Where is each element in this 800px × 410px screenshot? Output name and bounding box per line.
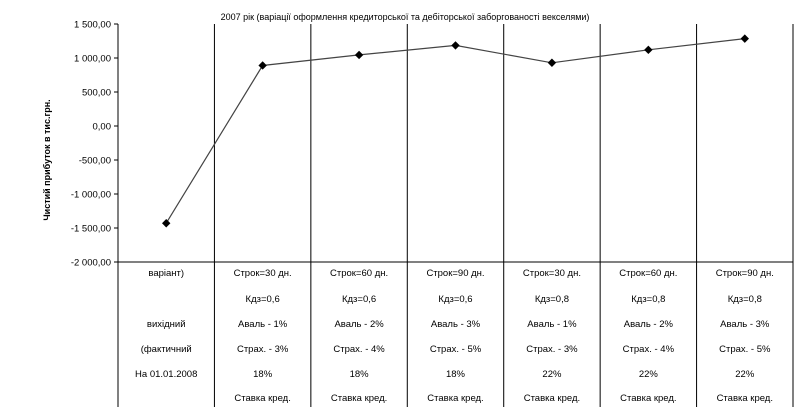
category-label: Строк=60 дн. — [619, 268, 677, 279]
category-label: Ставка кред. — [620, 393, 676, 404]
category-label: 18% — [446, 369, 466, 380]
category-label: Строк=60 дн. — [330, 268, 388, 279]
category-label: Ставка кред. — [234, 393, 290, 404]
data-point-marker — [354, 50, 364, 60]
category-label: Кдз=0,8 — [728, 294, 762, 305]
data-point-marker — [644, 45, 653, 55]
category-label: Страх. - 3% — [526, 344, 578, 355]
category-label: Аваль - 3% — [720, 319, 770, 330]
category-label: Строк=30 дн. — [523, 268, 581, 279]
grid-lines — [213, 24, 698, 407]
category-label: вихідний — [147, 319, 186, 330]
category-label: Строк=90 дн. — [426, 268, 484, 279]
category-label: 22% — [639, 369, 659, 380]
data-point-marker — [258, 61, 267, 70]
category-label: Кдз=0,8 — [535, 294, 569, 305]
category-label: Страх. - 5% — [719, 344, 771, 355]
category-label: (фактичний — [141, 344, 192, 355]
category-label: Ставка кред. — [717, 393, 773, 404]
category-label: 18% — [350, 369, 370, 380]
y-tick-label: -2 000,00 — [71, 258, 111, 269]
category-label: Кдз=0,6 — [438, 294, 472, 305]
category-label: Ставка кред. — [524, 393, 580, 404]
category-label: Аваль - 3% — [431, 319, 481, 330]
category-label: На 01.01.2008 — [135, 369, 197, 380]
y-tick-label: -1 500,00 — [71, 224, 111, 235]
y-axis-label: Чистий прибуток в тис.грн. — [42, 99, 52, 220]
category-label: Ставка кред. — [427, 393, 483, 404]
data-markers — [162, 34, 749, 228]
category-label: Страх. - 4% — [623, 344, 675, 355]
category-label: Аваль - 2% — [624, 319, 674, 330]
data-point-marker — [451, 41, 460, 50]
category-label: Кдз=0,6 — [246, 294, 280, 305]
category-labels: варіант) вихідний (фактичний На 01.01.2008 С… — [135, 268, 774, 404]
category-label: Строк=90 дн. — [716, 268, 774, 279]
category-label: 22% — [542, 369, 562, 380]
chart-title: 2007 рік (варіації оформлення кредиторсь… — [221, 12, 590, 22]
data-point-marker — [547, 58, 557, 67]
category-label: Ставка кред. — [331, 393, 387, 404]
y-tick-label: 500,00 — [82, 88, 111, 99]
series-line — [165, 38, 745, 224]
category-label: Аваль - 1% — [238, 319, 288, 330]
category-label: варіант) — [148, 268, 184, 279]
category-label: 18% — [253, 369, 273, 380]
series-line-path — [165, 38, 745, 224]
data-point-marker — [740, 34, 749, 43]
y-tick-labels: 1 500,00 1 000,00 500,00 0,00 -500,00 -1 000,… — [71, 20, 118, 269]
category-label: Кдз=0,8 — [631, 294, 665, 305]
y-tick-label: -1 000,00 — [71, 190, 111, 201]
data-point-marker — [162, 219, 171, 228]
category-label: Аваль - 1% — [527, 319, 577, 330]
category-label: Аваль - 2% — [334, 319, 384, 330]
y-tick-label: 1 000,00 — [74, 54, 111, 65]
y-tick-label: 1 500,00 — [74, 20, 111, 31]
axes — [117, 24, 794, 407]
category-label: Страх. - 3% — [237, 344, 289, 355]
y-tick-label: 0,00 — [93, 122, 112, 133]
category-label: 22% — [735, 369, 755, 380]
category-label: Страх. - 5% — [430, 344, 482, 355]
y-tick-label: -500,00 — [79, 156, 111, 167]
category-label: Кдз=0,6 — [342, 294, 376, 305]
category-label: Строк=30 дн. — [234, 268, 292, 279]
category-label: Страх. - 4% — [333, 344, 385, 355]
